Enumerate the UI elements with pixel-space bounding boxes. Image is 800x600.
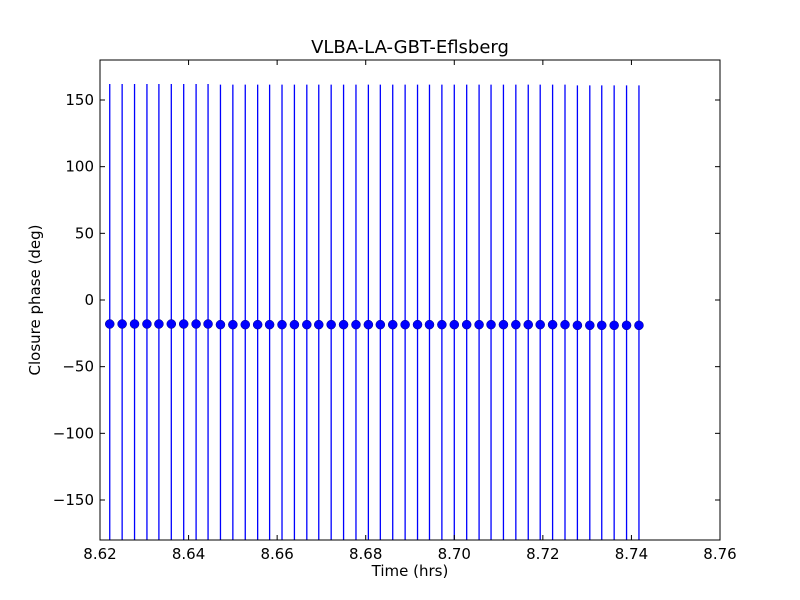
data-point <box>203 319 213 329</box>
y-tick-label: 100 <box>65 158 94 176</box>
data-point <box>387 319 398 330</box>
x-tick-label: 8.64 <box>172 545 205 563</box>
x-tick-label: 8.62 <box>83 545 116 563</box>
data-point <box>560 319 570 330</box>
data-point <box>191 319 201 329</box>
y-tick-label: 150 <box>65 91 94 109</box>
data-point <box>621 320 632 331</box>
data-point <box>535 319 545 330</box>
data-point <box>129 319 140 329</box>
data-point <box>178 319 189 329</box>
y-tick-label: 50 <box>75 224 94 242</box>
data-point <box>609 320 619 331</box>
data-point <box>154 319 164 329</box>
chart-title: VLBA-LA-GBT-Eflsberg <box>311 37 509 58</box>
data-point <box>277 319 287 330</box>
data-point <box>252 319 263 330</box>
data-point <box>437 319 447 330</box>
y-tick-label: −50 <box>62 358 94 376</box>
data-point <box>634 320 644 331</box>
data-point <box>264 319 275 330</box>
axes: 8.62 8.64 8.66 8.68 8.70 8.72 8.74 8.76 −150 −100… <box>53 59 737 563</box>
y-tick-label: −100 <box>53 424 94 442</box>
x-tick-label: 8.66 <box>260 545 293 563</box>
data-point <box>461 319 472 330</box>
data-point <box>424 319 435 330</box>
data-point <box>523 319 533 330</box>
x-tick-label: 8.76 <box>703 545 736 563</box>
y-tick-label: 0 <box>84 291 94 309</box>
data-point <box>474 319 484 330</box>
data-point <box>228 319 238 330</box>
data-point <box>511 319 521 330</box>
data-point <box>412 319 423 330</box>
x-tick-label: 8.74 <box>615 545 648 563</box>
data-point <box>289 319 300 330</box>
x-tick-label: 8.68 <box>349 545 382 563</box>
x-tick-label: 8.72 <box>526 545 559 563</box>
data-point <box>400 319 410 330</box>
plot-area <box>104 84 644 540</box>
data-point <box>486 319 496 330</box>
data-point <box>302 319 312 330</box>
data-point <box>240 319 251 330</box>
data-point <box>314 319 324 330</box>
data-point <box>142 319 152 329</box>
data-point <box>363 319 374 330</box>
y-tick-label: −150 <box>53 491 94 509</box>
data-point <box>572 320 583 331</box>
data-point <box>104 319 115 329</box>
data-point <box>449 319 460 330</box>
data-point <box>498 319 509 330</box>
data-point <box>585 320 595 331</box>
data-point <box>351 319 361 330</box>
data-point <box>338 319 349 330</box>
data-point <box>326 319 336 330</box>
data-point <box>375 319 386 330</box>
data-point <box>597 320 607 331</box>
data-layer <box>104 84 644 540</box>
x-axis-label: Time (hrs) <box>371 562 449 580</box>
data-point <box>547 319 558 330</box>
data-point <box>117 319 127 329</box>
data-point <box>166 319 177 329</box>
x-tick-label: 8.70 <box>438 545 471 563</box>
data-point <box>215 319 226 330</box>
y-axis-label: Closure phase (deg) <box>26 225 44 376</box>
